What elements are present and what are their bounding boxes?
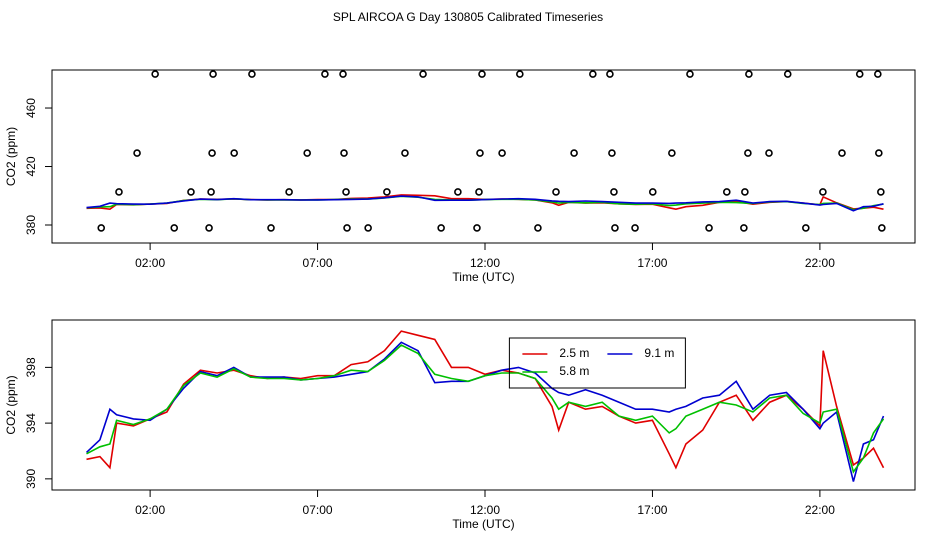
series-line — [86, 195, 884, 212]
flag-point — [686, 70, 694, 78]
flag-point — [534, 224, 542, 232]
series-line — [86, 330, 885, 470]
flag-point — [454, 188, 462, 196]
flag-point — [340, 149, 348, 157]
x-tick-label: 02:00 — [135, 503, 165, 517]
flag-point — [838, 149, 846, 157]
y-tick-label: 398 — [24, 357, 38, 377]
flag-point — [516, 70, 524, 78]
flag-point — [364, 224, 372, 232]
flag-point — [401, 149, 409, 157]
flag-point — [570, 149, 578, 157]
legend-label: 2.5 m — [559, 346, 589, 360]
flag-point — [606, 70, 614, 78]
y-tick-label: 420 — [24, 156, 38, 176]
x-tick-label: 02:00 — [135, 256, 165, 270]
flag-point — [285, 188, 293, 196]
series-line — [85, 341, 885, 482]
chart-title: SPL AIRCOA G Day 130805 Calibrated Times… — [333, 10, 603, 24]
flag-point — [741, 188, 749, 196]
flag-point — [765, 149, 773, 157]
flag-point — [610, 188, 618, 196]
flag-point — [207, 188, 215, 196]
y-tick-label: 394 — [24, 413, 38, 433]
flag-point — [383, 188, 391, 196]
y-axis-label: CO2 (ppm) — [4, 375, 18, 434]
flag-point — [209, 70, 217, 78]
flag-point — [608, 149, 616, 157]
flag-point — [151, 70, 159, 78]
y-tick-label: 380 — [24, 215, 38, 235]
y-tick-label: 390 — [24, 469, 38, 489]
flag-point — [589, 70, 597, 78]
plot-frame — [51, 319, 916, 491]
flag-point — [342, 188, 350, 196]
flag-point — [321, 70, 329, 78]
x-tick-label: 17:00 — [637, 503, 667, 517]
flag-point — [611, 224, 619, 232]
flag-point — [205, 224, 213, 232]
series-line — [86, 344, 885, 474]
legend-box — [508, 337, 686, 389]
x-tick-label: 22:00 — [805, 503, 835, 517]
flag-point — [878, 224, 886, 232]
flag-point — [819, 188, 827, 196]
flag-point — [115, 188, 123, 196]
flag-point — [208, 149, 216, 157]
flag-point — [745, 70, 753, 78]
flag-point — [874, 70, 882, 78]
x-axis-label: Time (UTC) — [452, 517, 514, 531]
flag-point — [478, 70, 486, 78]
flag-point — [552, 188, 560, 196]
y-tick-label: 460 — [24, 98, 38, 118]
flag-point — [343, 224, 351, 232]
x-tick-label: 12:00 — [470, 256, 500, 270]
flag-point — [631, 224, 639, 232]
x-axis-label: Time (UTC) — [452, 270, 514, 284]
flag-point — [668, 149, 676, 157]
x-tick-label: 07:00 — [303, 503, 333, 517]
flag-point — [877, 188, 885, 196]
x-tick-label: 07:00 — [303, 256, 333, 270]
flag-point — [133, 149, 141, 157]
plot-frame — [51, 69, 916, 244]
flag-point — [187, 188, 195, 196]
flag-point — [437, 224, 445, 232]
flag-point — [419, 70, 427, 78]
flag-point — [498, 149, 506, 157]
flag-point — [267, 224, 275, 232]
flag-point — [802, 224, 810, 232]
flag-point — [875, 149, 883, 157]
flag-point — [855, 70, 864, 78]
flag-point — [303, 149, 311, 157]
y-axis-label: CO2 (ppm) — [4, 127, 18, 186]
flag-point — [97, 224, 106, 232]
legend-label: 5.8 m — [559, 364, 589, 378]
flag-point — [170, 224, 179, 232]
flag-point — [722, 188, 731, 196]
flag-point — [740, 224, 748, 232]
flag-point — [473, 224, 481, 232]
flag-point — [248, 70, 256, 78]
flag-point — [475, 188, 483, 196]
flag-point — [648, 188, 657, 196]
x-tick-label: 17:00 — [637, 256, 667, 270]
legend-label: 9.1 m — [644, 346, 674, 360]
flag-point — [339, 70, 347, 78]
flag-point — [705, 224, 713, 232]
x-tick-label: 12:00 — [470, 503, 500, 517]
flag-point — [744, 149, 752, 157]
x-tick-label: 22:00 — [805, 256, 835, 270]
flag-point — [230, 149, 238, 157]
flag-point — [783, 70, 792, 78]
flag-point — [476, 149, 484, 157]
